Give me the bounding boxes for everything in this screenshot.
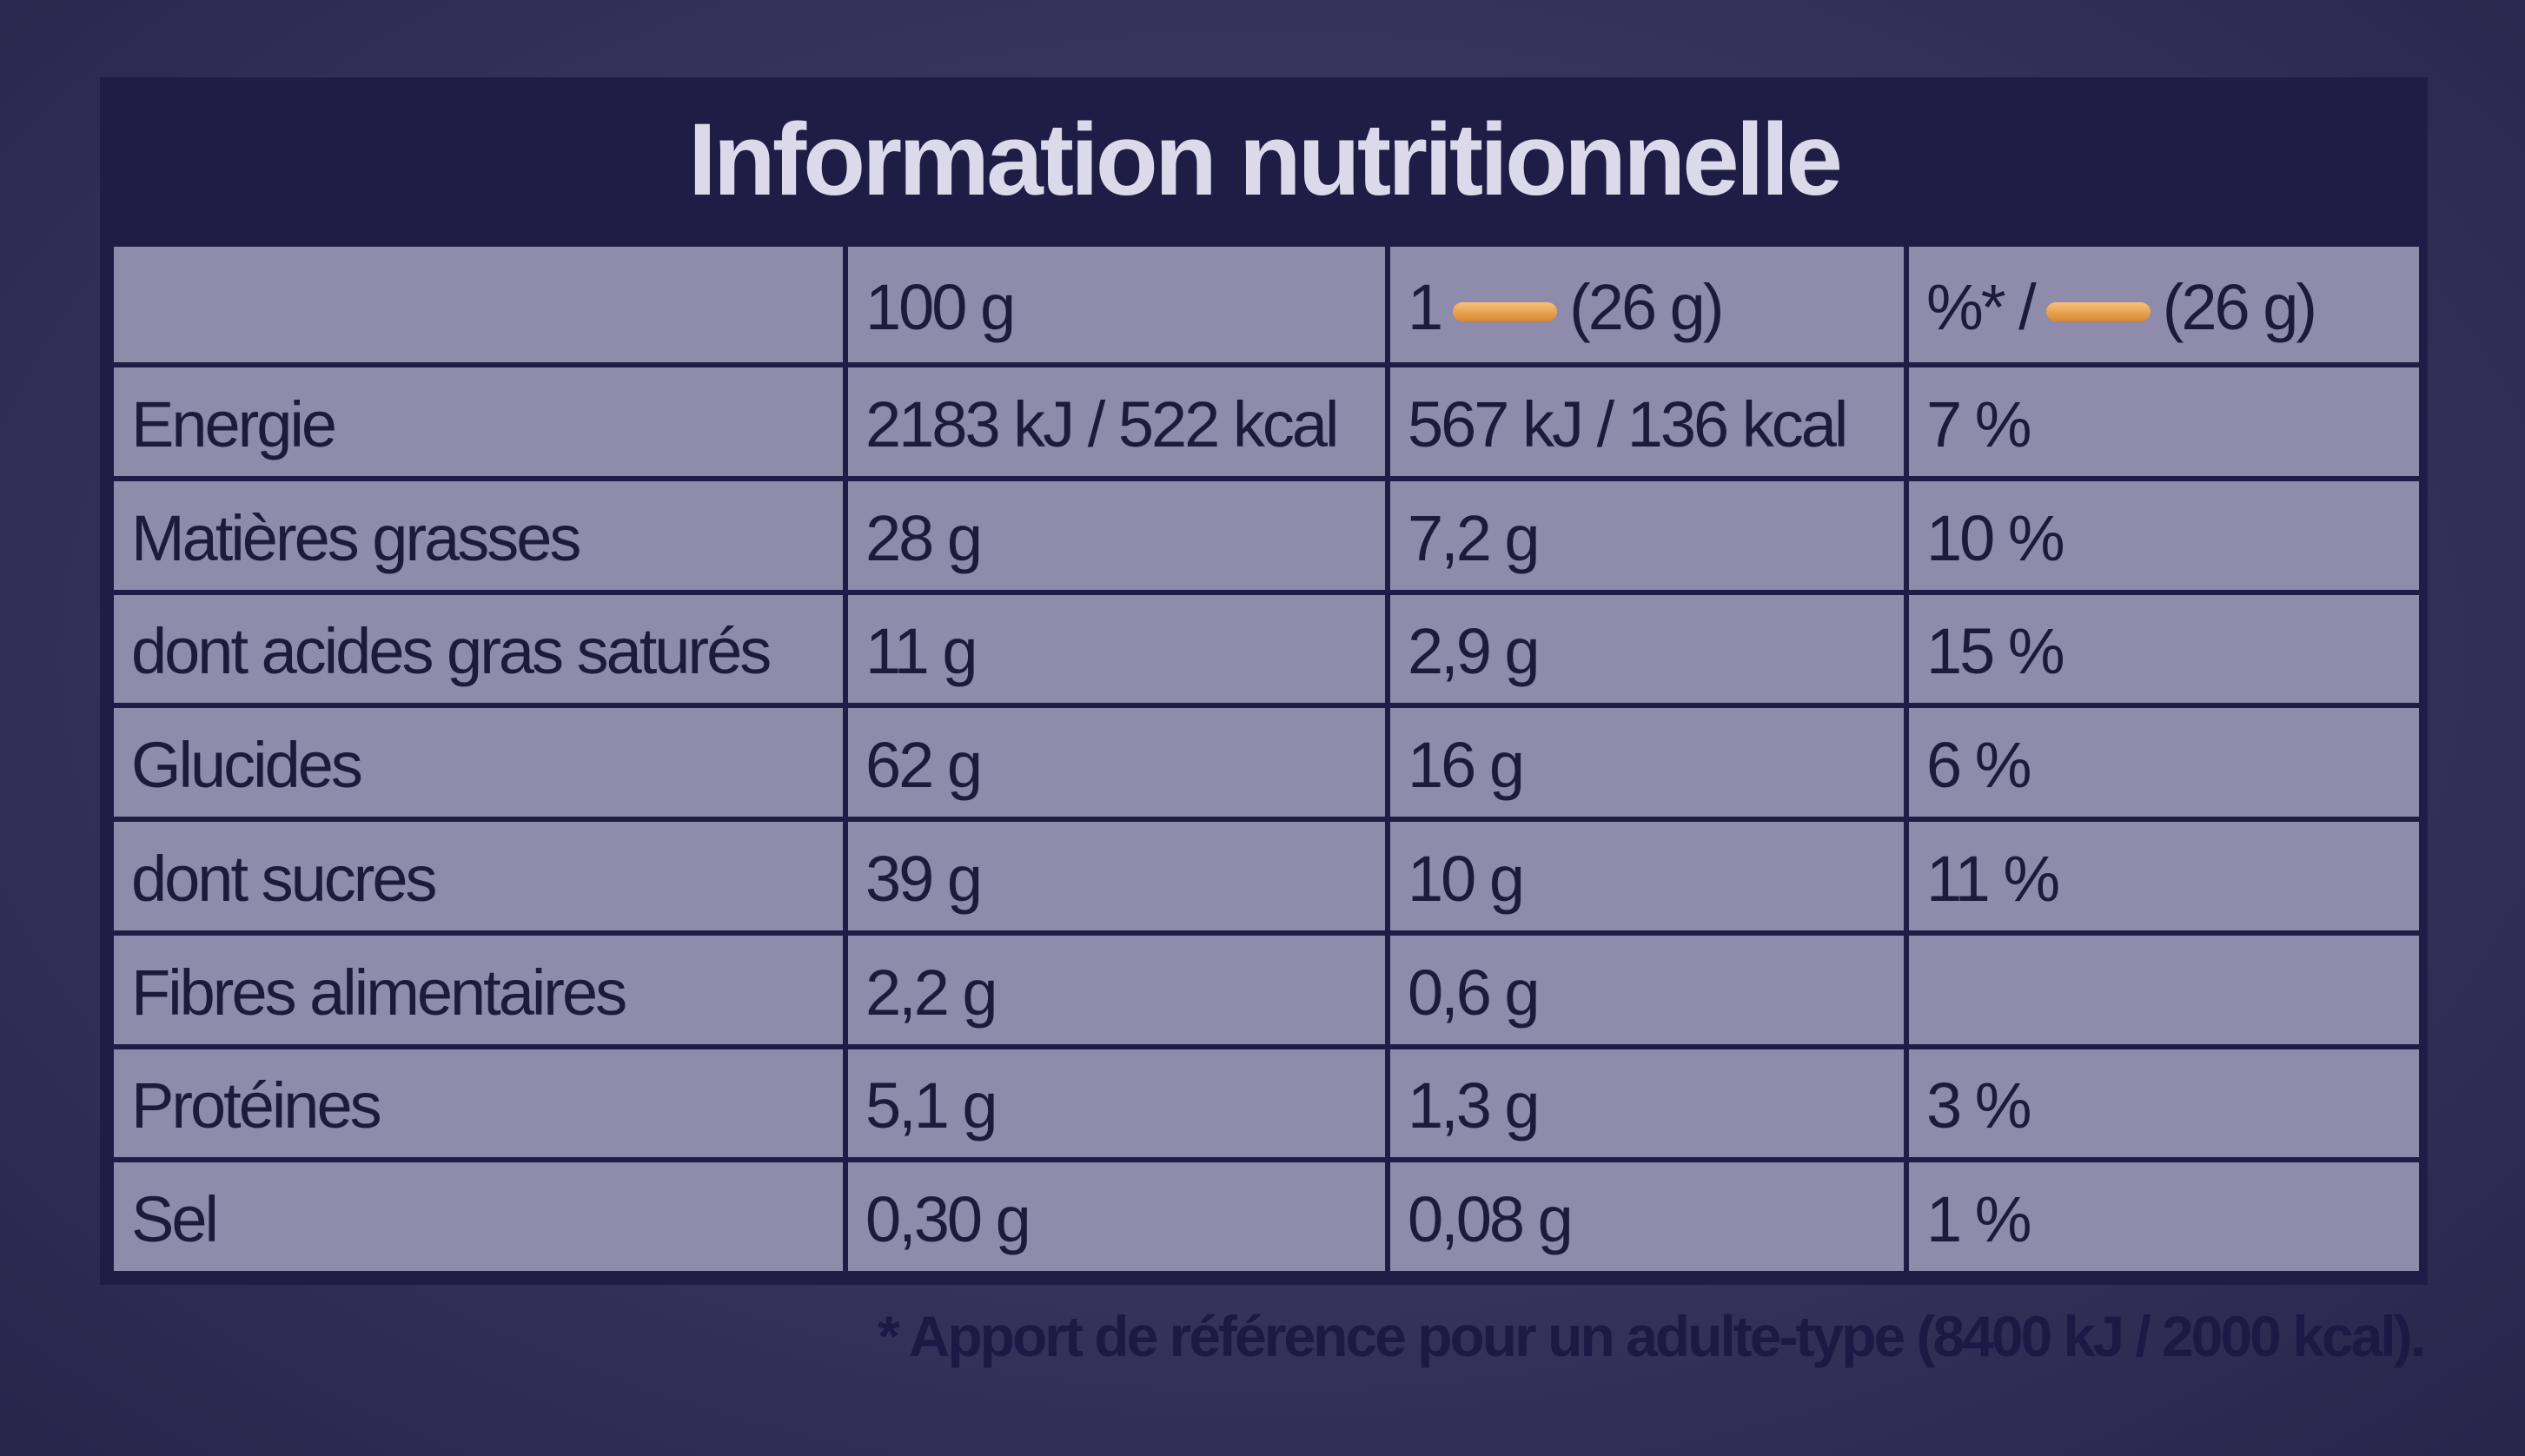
header-cell: %* / (26 g) [1904, 242, 2424, 367]
value-cell: 2,9 g [1385, 589, 1909, 709]
nutrient-name: Matières grasses [109, 475, 848, 595]
table-row: dont sucres 39 g 10 g 11 % [109, 817, 2424, 936]
value-cell: 0,08 g [1385, 1157, 1909, 1276]
table-row: Fibres alimentaires 2,2 g 0,6 g [109, 930, 2424, 1049]
value-cell: 28 g [843, 475, 1390, 595]
title: Information nutritionnelle [687, 102, 1843, 217]
value-cell: 5,1 g [843, 1043, 1390, 1163]
value-cell: 6 % [1904, 703, 2424, 822]
value-cell: 1,3 g [1385, 1043, 1909, 1163]
header-cell: 1 (26 g) [1385, 242, 1909, 367]
value-cell: 7 % [1904, 362, 2424, 481]
footnote: * Apport de référence pour un adulte-typ… [878, 1304, 2426, 1368]
value-cell: 0,30 g [843, 1157, 1390, 1276]
nutrition-panel: Information nutritionnelle 100 g 1 (26 g)… [100, 77, 2428, 1285]
nutrient-name: Glucides [109, 703, 848, 822]
value-cell [1904, 930, 2424, 1049]
header-cell [109, 242, 848, 367]
value-cell: 567 kJ / 136 kcal [1385, 362, 1909, 481]
value-cell: 39 g [843, 817, 1390, 936]
value-cell: 11 g [843, 589, 1390, 709]
value-cell: 10 g [1385, 817, 1909, 936]
table-row: dont acides gras saturés 11 g 2,9 g 15 % [109, 589, 2424, 709]
header-text: 100 g [865, 271, 1016, 343]
nutrition-table: 100 g 1 (26 g) %* / (26 g) Energie 2183 kJ … [109, 242, 2424, 1276]
value-cell: 0,6 g [1385, 930, 1909, 1049]
value-cell: 15 % [1904, 589, 2424, 709]
header-cell: 100 g [843, 242, 1390, 367]
nutrient-name: Protéines [109, 1043, 848, 1163]
value-cell: 2183 kJ / 522 kcal [843, 362, 1390, 481]
header-text: %* / [1926, 271, 2037, 343]
value-cell: 2,2 g [843, 930, 1390, 1049]
bar-icon [1453, 302, 1558, 322]
header-text: (26 g) [2162, 271, 2317, 343]
value-cell: 16 g [1385, 703, 1909, 822]
header-text: 1 [1408, 271, 1443, 343]
nutrient-name: dont acides gras saturés [109, 589, 848, 709]
value-cell: 3 % [1904, 1043, 2424, 1163]
nutrient-name: dont sucres [109, 817, 848, 936]
bar-icon [2045, 302, 2151, 322]
value-cell: 10 % [1904, 475, 2424, 595]
value-cell: 7,2 g [1385, 475, 1909, 595]
nutrient-name: Fibres alimentaires [109, 930, 848, 1049]
value-cell: 11 % [1904, 817, 2424, 936]
header-text: (26 g) [1569, 271, 1724, 343]
table-row: Matières grasses 28 g 7,2 g 10 % [109, 475, 2424, 595]
header-row: 100 g 1 (26 g) %* / (26 g) [109, 242, 2424, 367]
nutrient-name: Sel [109, 1157, 848, 1276]
value-cell: 62 g [843, 703, 1390, 822]
value-cell: 1 % [1904, 1157, 2424, 1276]
nutrient-name: Energie [109, 362, 848, 481]
table-row: Energie 2183 kJ / 522 kcal 567 kJ / 136 kc… [109, 362, 2424, 481]
